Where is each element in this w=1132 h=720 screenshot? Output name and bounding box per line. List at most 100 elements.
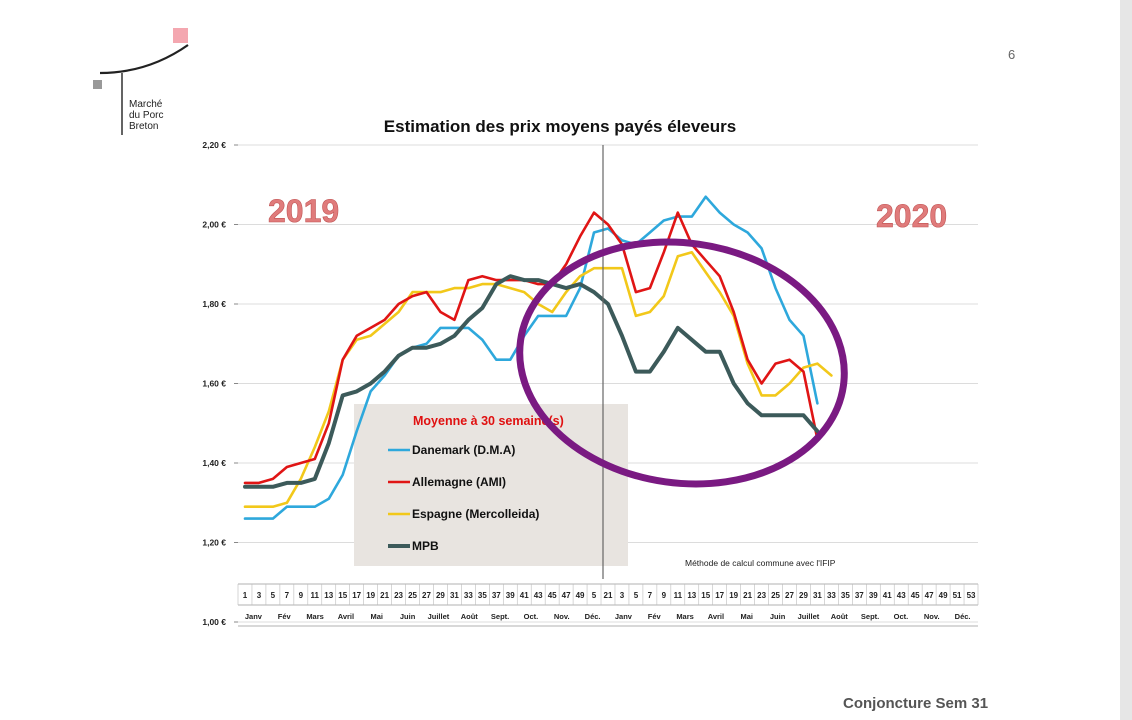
month-label: Mars [306,612,324,621]
x-tick-label: 37 [855,591,864,600]
x-tick-label: 5 [634,591,639,600]
x-tick-label: 31 [450,591,459,600]
y-axis: 2,20 € 2,00 € 1,80 € 1,60 € 1,40 € 1,20 € 1,00… [202,140,238,627]
x-tick-label: 41 [520,591,529,600]
x-tick-label: 3 [257,591,262,600]
x-tick-label: 41 [883,591,892,600]
month-label: Sept. [491,612,509,621]
month-label: Mars [676,612,694,621]
x-tick-label: 11 [674,591,683,600]
x-tick-label: 9 [299,591,304,600]
x-tick-label: 25 [771,591,780,600]
series-line-danemark [243,195,819,520]
y-tick-label: 1,20 € [202,538,226,548]
x-tick-label: 49 [576,591,585,600]
y-tick-label: 1,60 € [202,379,226,389]
y-tick-label: 1,80 € [202,299,226,309]
legend-label-allemagne: Allemagne (AMI) [412,475,506,489]
month-label: Nov. [554,612,570,621]
x-tick-label: 49 [939,591,948,600]
month-label: Fév [648,612,662,621]
x-tick-label: 23 [394,591,403,600]
x-tick-label: 43 [897,591,906,600]
x-tick-label: 11 [311,591,320,600]
x-tick-label: 15 [701,591,710,600]
x-tick-label: 21 [604,591,613,600]
x-tick-label: 13 [687,591,696,600]
x-tick-label: 19 [729,591,738,600]
x-tick-label: 7 [285,591,290,600]
month-label: Avril [338,612,354,621]
month-label: Mai [370,612,383,621]
legend-title: Moyenne à 30 semaine(s) [413,414,564,428]
month-label: Nov. [924,612,940,621]
y-tick-label: 2,20 € [202,140,226,150]
x-tick-label: 43 [534,591,543,600]
x-tick-label: 37 [492,591,501,600]
x-tick-label: 5 [592,591,597,600]
month-label: Août [831,612,849,621]
x-tick-label: 17 [352,591,361,600]
month-label: Janv [245,612,263,621]
month-label: Déc. [955,612,971,621]
logo-line-2: du Porc [129,110,164,121]
x-tick-label: 9 [662,591,667,600]
logo-mark [93,28,189,135]
y-tick-label: 1,00 € [202,617,226,627]
legend-label-espagne: Espagne (Mercolleida) [412,507,539,521]
month-label: Janv [615,612,633,621]
logo-line-3: Breton [129,121,159,132]
scrollbar[interactable] [1120,0,1132,720]
x-tick-label: 17 [715,591,724,600]
x-tick-label: 29 [436,591,445,600]
month-label: Mai [740,612,753,621]
legend: Danemark (D.M.A) Allemagne (AMI) Espagne (… [388,443,539,553]
month-label: Août [461,612,479,621]
month-label: Juin [770,612,786,621]
x-tick-label: 31 [813,591,822,600]
month-label: Juillet [798,612,820,621]
year-label-2020: 2020 [876,198,947,234]
x-tick-label: 45 [548,591,557,600]
y-tick-label: 2,00 € [202,220,226,230]
x-tick-label: 19 [366,591,375,600]
chart-title: Estimation des prix moyens payés éleveur… [384,117,736,136]
x-tick-label: 51 [953,591,962,600]
logo-grey-square [93,80,102,89]
logo-pink-square [173,28,188,43]
month-label: Fév [278,612,292,621]
series-line-mpb [243,274,820,489]
x-tick-label: 45 [911,591,920,600]
x-tick-label: 35 [841,591,850,600]
x-tick-label: 53 [967,591,976,600]
x-tick-label: 47 [925,591,934,600]
x-tick-label: 21 [743,591,752,600]
x-tick-label: 33 [464,591,473,600]
x-tick-label: 1 [243,591,248,600]
logo-line-1: Marché [129,99,163,110]
x-tick-label: 23 [757,591,766,600]
legend-label-mpb: MPB [412,539,439,553]
logo-swoosh [99,44,189,75]
x-tick-label: 15 [338,591,347,600]
x-tick-label: 39 [506,591,515,600]
x-tick-label: 35 [478,591,487,600]
legend-label-danemark: Danemark (D.M.A) [412,443,515,457]
highlight-circle [516,238,848,488]
month-label: Oct. [894,612,909,621]
month-label: Déc. [585,612,601,621]
month-label: Sept. [861,612,879,621]
y-tick-label: 1,40 € [202,458,226,468]
x-tick-label: 47 [562,591,571,600]
series-lines [243,195,833,520]
x-tick-label: 33 [827,591,836,600]
x-axis: 1 3 5 7 9 11 13 15 17 19 21 23 25 27 29 31 33 35 37 39 41 43 4… [237,583,979,627]
month-label: Juin [400,612,416,621]
month-label: Avril [708,612,724,621]
x-tick-label: 13 [324,591,333,600]
month-label: Oct. [524,612,539,621]
page-number: 6 [1008,47,1016,62]
method-note: Méthode de calcul commune avec l'IFIP [685,558,836,568]
x-tick-label: 7 [648,591,653,600]
